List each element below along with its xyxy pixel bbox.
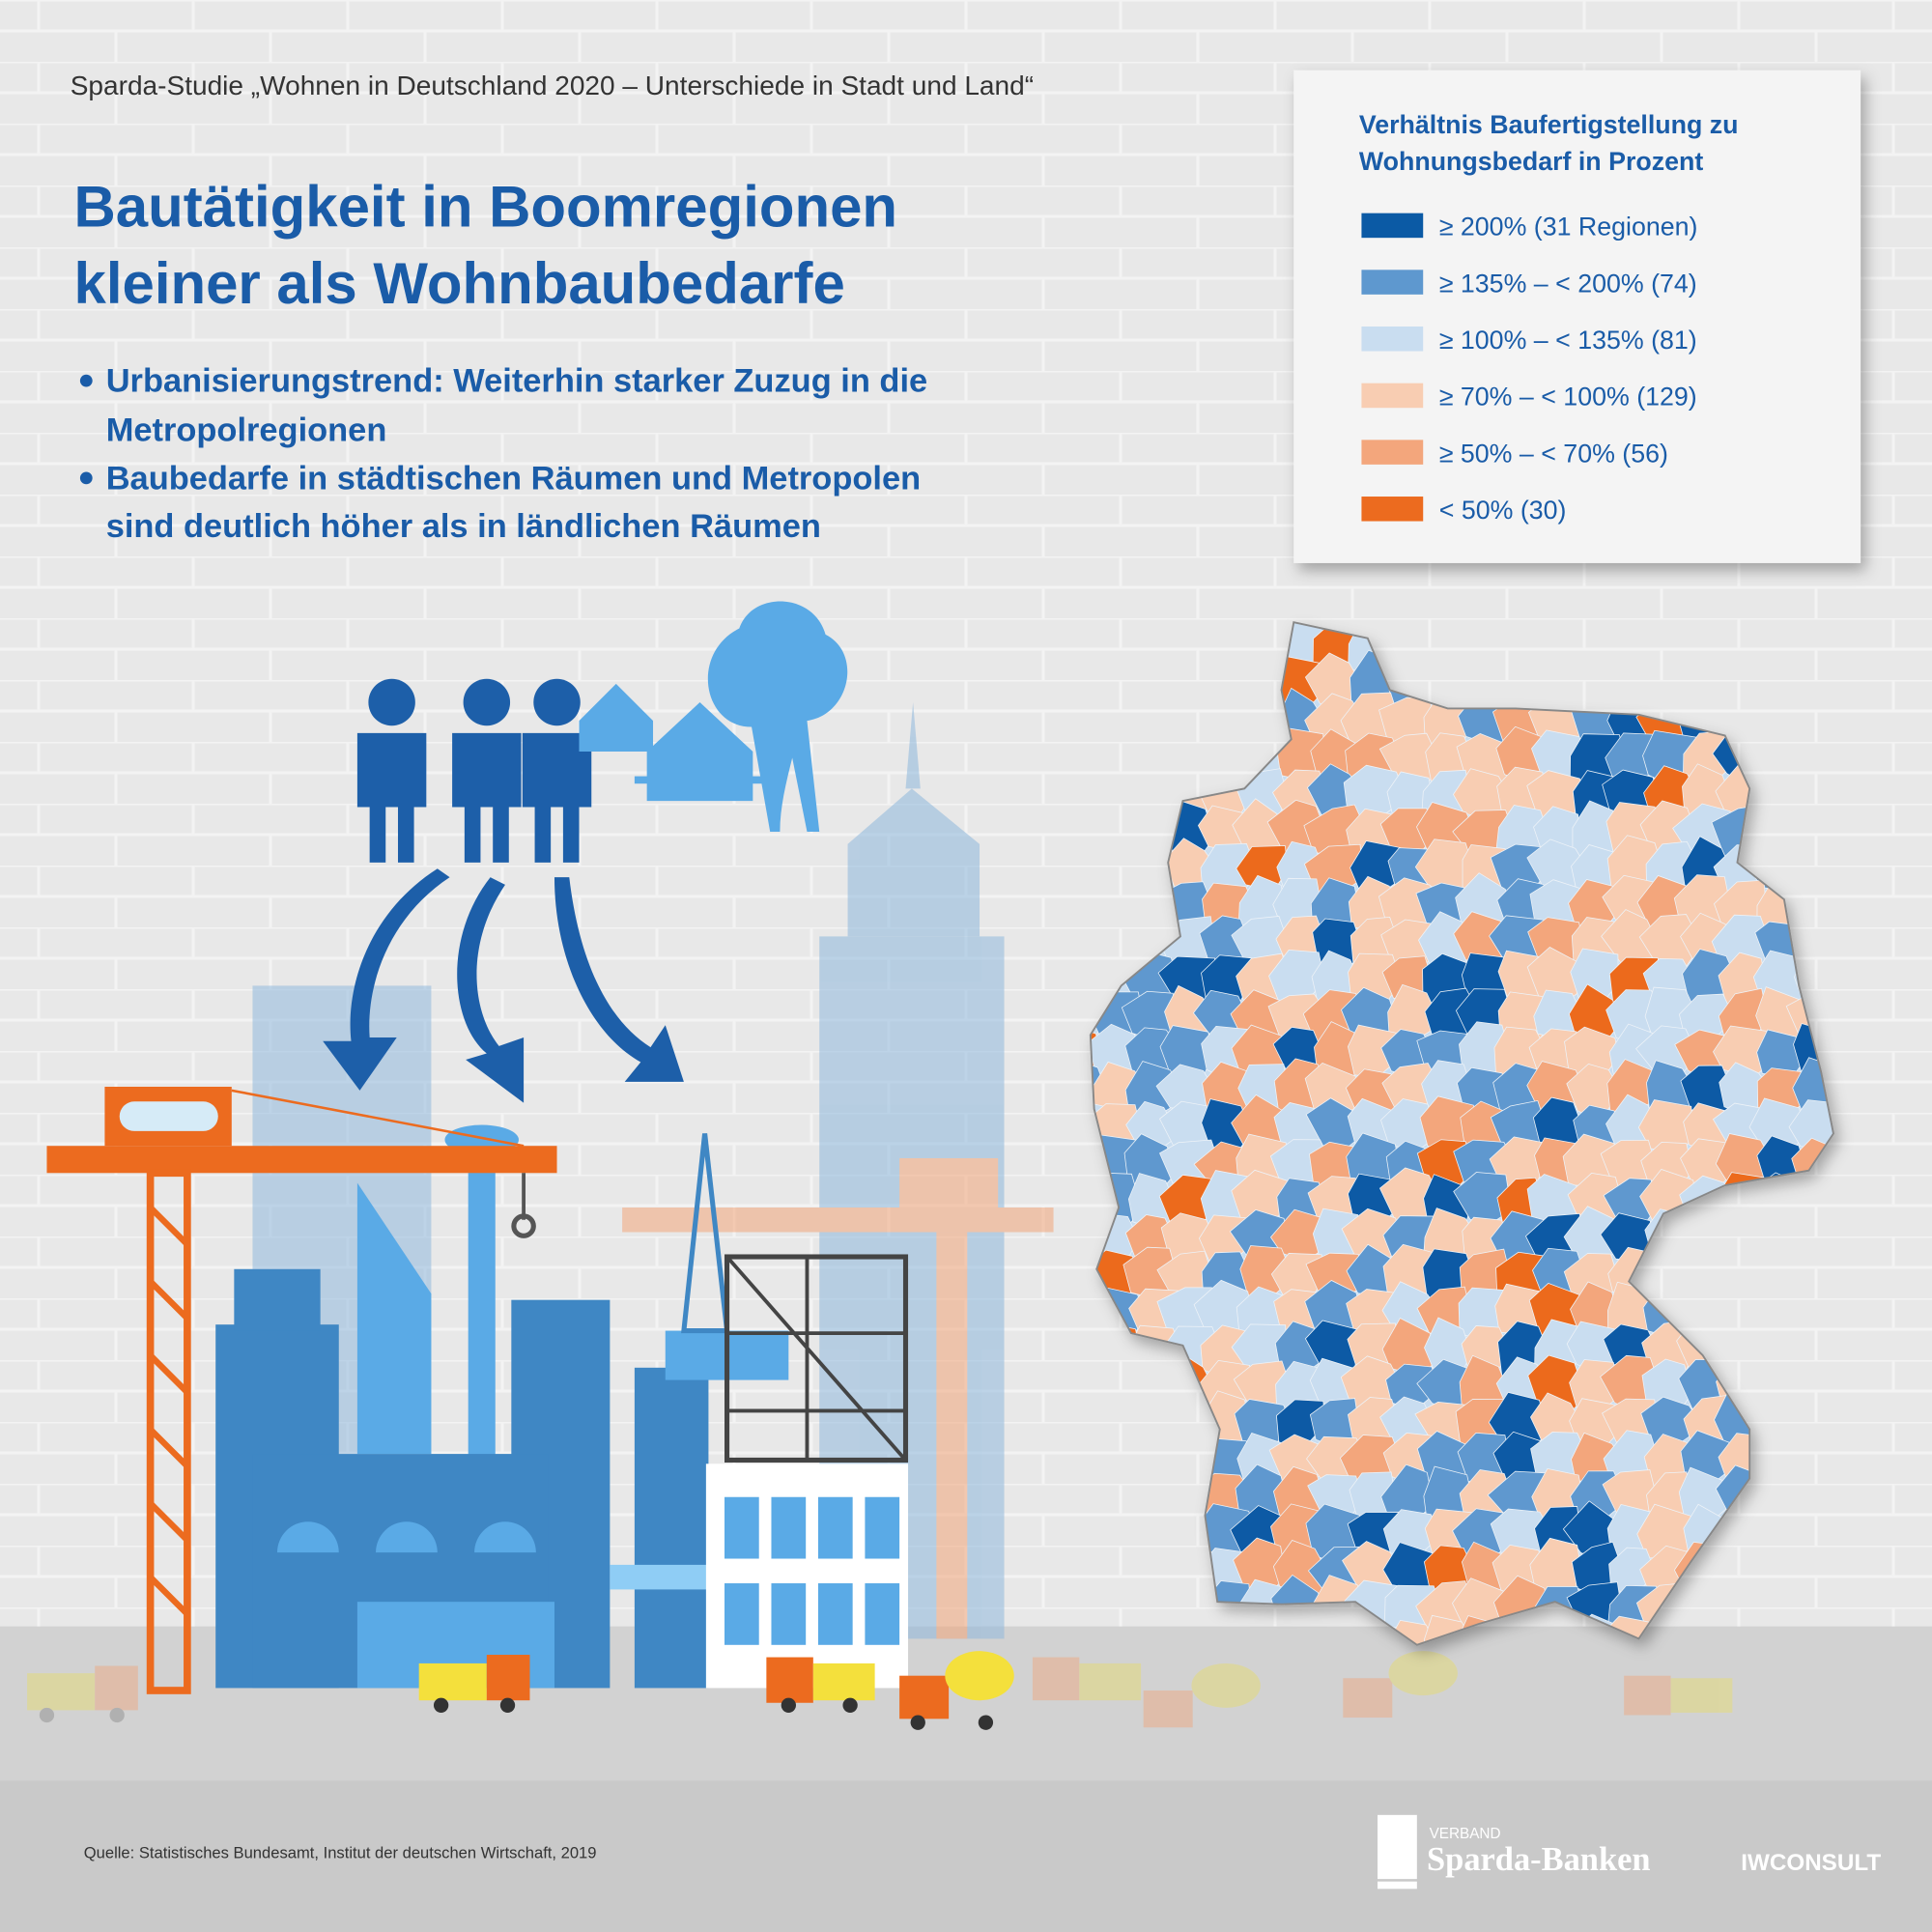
map-region <box>1090 1026 1101 1081</box>
trucks <box>27 1651 1733 1730</box>
legend-label: ≥ 135% – < 200% (74) <box>1439 269 1697 298</box>
headline: Bautätigkeit in Boomregionen <box>74 175 898 240</box>
legend-title: Wohnungsbedarf in Prozent <box>1359 147 1703 176</box>
legend-swatch <box>1361 270 1424 295</box>
houses <box>579 601 848 832</box>
legend-box <box>1293 70 1861 563</box>
arrows <box>323 868 684 1103</box>
legend-swatch <box>1361 383 1424 409</box>
logo-mark <box>1378 1814 1417 1880</box>
legend-swatch <box>1361 213 1424 239</box>
logo-mark <box>1378 1881 1417 1889</box>
study-title: Sparda-Studie „Wohnen in Deutschland 202… <box>71 71 1034 100</box>
legend-label: < 50% (30) <box>1439 496 1567 525</box>
legend-label: ≥ 70% – < 100% (129) <box>1439 383 1697 412</box>
construction <box>705 1254 909 1689</box>
legend-label: ≥ 50% – < 70% (56) <box>1439 439 1668 468</box>
legend-swatch <box>1361 497 1424 522</box>
partner-logo: IWCONSULT <box>1741 1850 1881 1876</box>
legend-swatch <box>1361 440 1424 465</box>
crane <box>46 1086 557 1694</box>
bullet-text: Baubedarfe in städtischen Räumen und Met… <box>106 460 921 497</box>
headline: kleiner als Wohnbaubedarfe <box>74 251 845 316</box>
bullet-text: Urbanisierungstrend: Weiterhin starker Z… <box>106 363 927 400</box>
people <box>356 678 592 863</box>
bullet <box>79 374 93 387</box>
legend: Verhältnis Baufertigstellung zu Wohnungs… <box>1293 70 1861 563</box>
logo: Sparda-Banken <box>1427 1841 1650 1878</box>
legend-label: ≥ 200% (31 Regionen) <box>1439 213 1698 242</box>
logo-small: VERBAND <box>1430 1826 1501 1842</box>
source: Quelle: Statistisches Bundesamt, Institu… <box>84 1843 597 1861</box>
bullet-text: sind deutlich höher als in ländlichen Rä… <box>106 508 821 545</box>
legend-label: ≥ 100% – < 135% (81) <box>1439 326 1697 355</box>
bullet-text: Metropolregionen <box>106 412 387 449</box>
legend-title: Verhältnis Baufertigstellung zu <box>1359 110 1739 139</box>
footer-band <box>0 1780 1932 1932</box>
bullet <box>79 471 93 485</box>
legend-swatch <box>1361 327 1424 352</box>
